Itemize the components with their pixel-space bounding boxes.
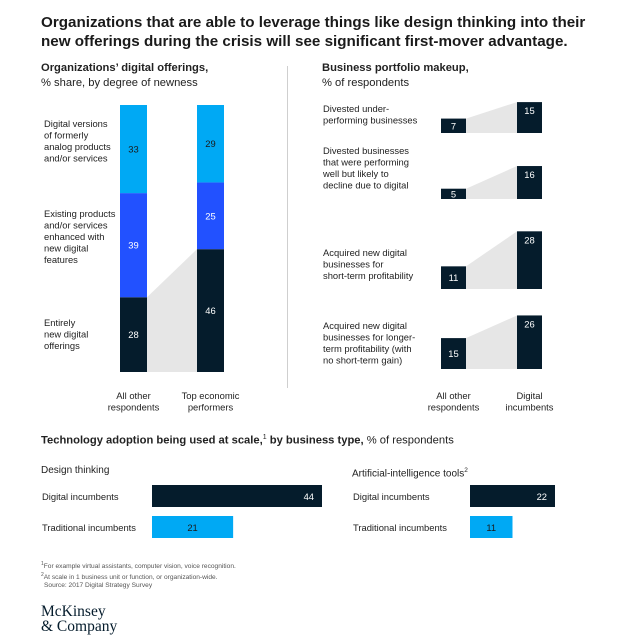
bar (441, 266, 466, 289)
footnote-1-mark: 1 (41, 561, 44, 567)
category-label: Traditional incumbents (353, 522, 447, 533)
data-label: 33 (128, 144, 138, 155)
portfolio-subtitle: % of respondents (322, 77, 410, 89)
data-label: 29 (205, 138, 215, 149)
category-label: All other respondents (108, 390, 160, 413)
offerings-title: Organizations’ digital offerings, % shar… (41, 61, 281, 91)
data-label: 16 (524, 169, 534, 180)
series-label: Digital versions of formerly analog produc… (44, 118, 111, 164)
category-label: Traditional incumbents (42, 522, 136, 533)
bar (517, 102, 542, 133)
ai-tools-title-text: Artificial-intelligence tools (352, 468, 465, 480)
data-label: 28 (524, 234, 534, 245)
offerings-stacked-chart: 28 39 33 All other respondents 46 25 29 Top econ… (44, 105, 240, 413)
bar (470, 485, 555, 507)
connector-shade (466, 102, 517, 133)
data-label: 7 (451, 120, 456, 131)
row-label: Divested businesses that were performing w… (322, 145, 409, 191)
bar (441, 118, 466, 133)
connector-shade (466, 231, 517, 289)
series-label: Existing products and/or services enhanced… (44, 208, 116, 265)
bar (517, 166, 542, 199)
headline: Organizations that are able to leverage … (41, 14, 586, 50)
row-label: Divested under-performing businesses (323, 103, 418, 126)
portfolio-title-bold: Business portfolio makeup, (322, 62, 469, 74)
bar (517, 315, 542, 369)
bar (441, 338, 466, 369)
bar (517, 231, 542, 289)
vertical-divider (287, 66, 288, 388)
data-label: 22 (537, 491, 547, 502)
category-label: Digital incumbents (506, 390, 554, 413)
data-label: 11 (486, 522, 496, 533)
data-label: 15 (524, 105, 534, 116)
logo-line-2: & Company (41, 618, 118, 635)
bar (152, 485, 322, 507)
portfolio-title: Business portfolio makeup, % of responde… (322, 61, 582, 91)
tech-adoption-chart: Digital incumbents 44 Traditional incumben… (42, 485, 555, 538)
bar (441, 188, 466, 199)
tech-title-rest: % of respondents (363, 434, 454, 447)
row-label: Acquired new digital businesses for longe… (323, 320, 415, 366)
ai-tools-title: Artificial-intelligence tools2 (352, 463, 468, 481)
bar-segment (197, 249, 224, 372)
data-label: 11 (449, 272, 459, 283)
footnote-2-text: At scale in 1 business unit or function,… (43, 574, 218, 582)
bar-segment (197, 182, 224, 250)
category-label: Digital incumbents (353, 491, 430, 502)
series-label: Entirely new digital offerings (44, 317, 88, 351)
bar-segment (120, 193, 147, 298)
mckinsey-logo: McKinsey & Company (41, 603, 118, 635)
footnote-1-text: For example virtual assistants, computer… (43, 563, 236, 571)
category-label: Top economic performers (182, 390, 240, 413)
footnote-1: 1For example virtual assistants, compute… (41, 560, 341, 571)
tech-title-sup: 1 (262, 434, 267, 441)
tech-title: Technology adoption being used at scale,… (41, 430, 601, 449)
data-label: 44 (304, 491, 314, 502)
portfolio-chart: 7 15 Divested under-performing businesses 5… (322, 102, 554, 413)
offerings-subtitle: % share, by degree of newness (41, 77, 198, 89)
category-label: All other respondents (428, 390, 480, 413)
data-label: 26 (524, 318, 534, 329)
data-label: 28 (128, 329, 138, 340)
data-label: 21 (187, 522, 197, 533)
bar (470, 516, 513, 538)
footnotes: 1For example virtual assistants, compute… (41, 560, 341, 590)
logo-line-1: McKinsey (41, 603, 106, 620)
connector-shade (466, 166, 517, 199)
category-label: Digital incumbents (42, 491, 119, 502)
ai-tools-title-sup: 2 (464, 467, 468, 474)
footnote-2: 2At scale in 1 business unit or function… (41, 571, 341, 582)
row-label: Acquired new digital businesses for short-… (323, 247, 413, 281)
data-label: 25 (205, 210, 215, 221)
connector-shade (147, 249, 197, 372)
data-label: 5 (451, 188, 456, 199)
bar-segment (197, 105, 224, 183)
connector-shade (466, 315, 517, 369)
bar (152, 516, 234, 538)
data-label: 46 (205, 305, 215, 316)
offerings-title-bold: Organizations’ digital offerings, (41, 62, 209, 74)
bar-segment (120, 105, 147, 194)
footnote-source: Source: 2017 Digital Strategy Survey (44, 582, 153, 590)
data-label: 15 (448, 348, 458, 359)
data-label: 39 (128, 240, 138, 251)
tech-title-bold2: by business type, (266, 434, 364, 447)
tech-title-bold: Technology adoption being used at scale, (41, 434, 263, 447)
bar-segment (120, 297, 147, 372)
design-thinking-title: Design thinking (41, 465, 110, 476)
footnote-2-mark: 2 (41, 572, 44, 579)
